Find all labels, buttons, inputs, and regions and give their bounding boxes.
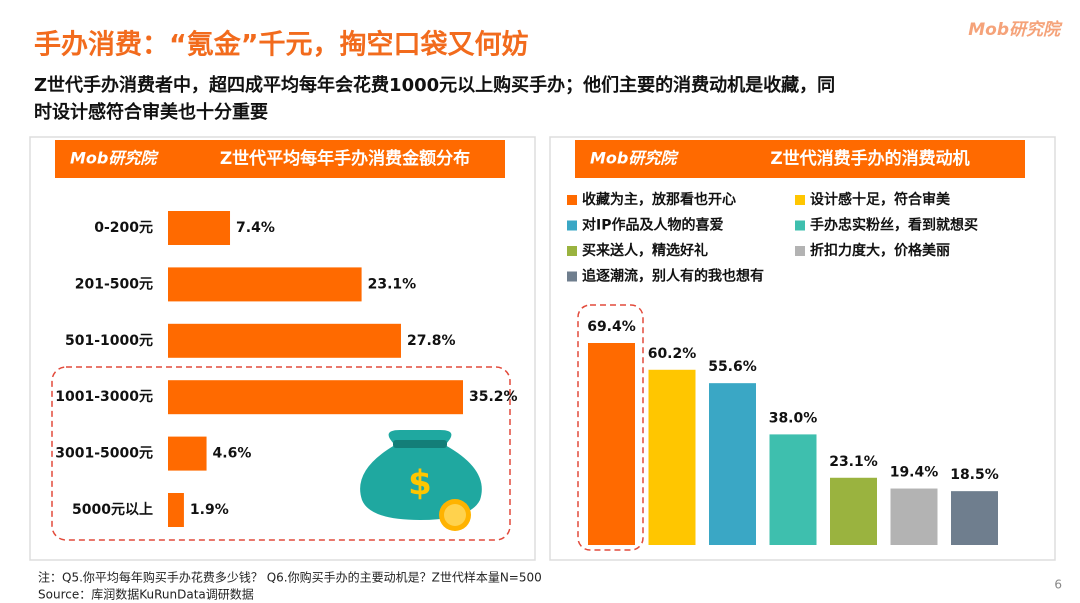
legend-label: 折扣力度大，价格美丽 (810, 242, 950, 259)
value-label: 60.2% (648, 346, 697, 362)
category-label: 201-500元 (75, 276, 153, 292)
bar (890, 488, 938, 545)
bar (168, 436, 207, 471)
legend-label: 对IP作品及人物的喜爱 (582, 217, 723, 234)
category-label: 501-1000元 (65, 333, 153, 349)
money-bag-icon: $ (360, 430, 482, 531)
category-label: 5000元以上 (72, 502, 153, 518)
legend-swatch (567, 271, 577, 282)
source: Source：库润数据KuRunData调研数据 (38, 587, 254, 602)
highlight-box (577, 304, 644, 551)
panel-logo: Mob研究院 (590, 149, 679, 168)
subtitle-line: Z世代手办消费者中，超四成平均每年会花费1000元以上购买手办；他们主要的消费动… (34, 74, 835, 96)
bar (588, 343, 635, 545)
legend-label: 设计感十足，符合审美 (810, 191, 951, 208)
legend-label: 手办忠实粉丝，看到就想买 (810, 217, 978, 234)
panel-header (55, 140, 505, 178)
panel-header (575, 140, 1025, 178)
value-label: 7.4% (236, 220, 275, 236)
value-label: 55.6% (708, 359, 757, 375)
bar (648, 369, 696, 545)
legend-swatch (567, 220, 577, 231)
bar (830, 477, 877, 545)
bar (168, 493, 184, 527)
panel (29, 136, 536, 561)
legend-swatch (795, 246, 805, 256)
panel-logo: Mob研究院 (70, 149, 159, 168)
legend-label: 买来送人，精选好礼 (582, 242, 708, 259)
category-label: 3001-5000元 (55, 446, 153, 462)
bar (709, 383, 756, 545)
bar (951, 491, 998, 545)
value-label: 69.4% (587, 319, 636, 335)
value-label: 23.1% (368, 276, 417, 292)
category-label: 1001-3000元 (55, 389, 153, 405)
value-label: 35.2% (469, 389, 518, 405)
legend-swatch (795, 195, 805, 205)
logo: Mob研究院 (968, 20, 1063, 40)
value-label: 18.5% (950, 467, 999, 483)
highlight-box (51, 366, 511, 541)
footnote: 注：Q5.你平均每年购买手办花费多少钱？ Q6.你购买手办的主要动机是？Z世代样… (38, 570, 542, 585)
legend-swatch (567, 195, 577, 205)
bar (168, 380, 463, 415)
legend-label: 追逐潮流，别人有的我也想有 (582, 268, 764, 285)
svg-text:$: $ (408, 464, 432, 504)
panel (549, 136, 1056, 561)
bar (168, 267, 362, 302)
page-number: 6 (1054, 578, 1062, 592)
value-label: 27.8% (407, 333, 456, 349)
value-label: 23.1% (829, 454, 878, 470)
legend-swatch (795, 220, 805, 231)
slide-title: 手办消费：“氪金”千元，掏空口袋又何妨 (34, 29, 529, 61)
bar (168, 211, 231, 245)
bar (168, 323, 401, 358)
subtitle-line: 时设计感符合审美也十分重要 (34, 101, 268, 123)
value-label: 38.0% (769, 410, 818, 426)
category-label: 0-200元 (94, 220, 153, 236)
chart-title: Z世代平均每年手办消费金额分布 (220, 148, 470, 169)
legend-swatch (567, 246, 577, 256)
bar (769, 434, 817, 545)
chart-title: Z世代消费手办的消费动机 (770, 148, 969, 169)
value-label: 1.9% (190, 502, 229, 518)
value-label: 4.6% (213, 446, 252, 462)
legend-label: 收藏为主，放那看也开心 (582, 191, 736, 208)
value-label: 19.4% (890, 465, 939, 481)
